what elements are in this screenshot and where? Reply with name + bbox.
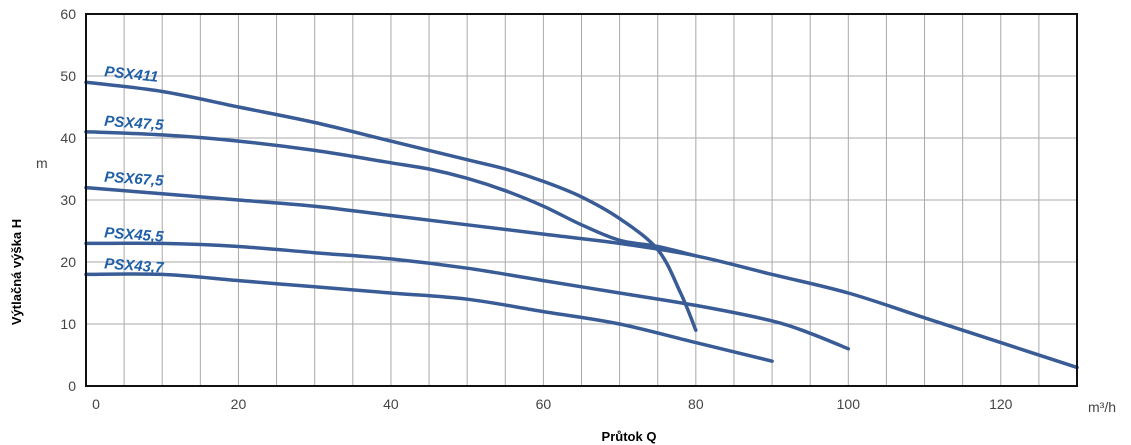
x-tick-label: 60 xyxy=(536,396,552,412)
x-tick-label: 120 xyxy=(989,396,1013,412)
y-tick-label: 50 xyxy=(60,68,76,84)
y-tick-label: 20 xyxy=(60,254,76,270)
series-label: PSX411 xyxy=(104,63,159,86)
y-tick-label: 40 xyxy=(60,130,76,146)
y-tick-label: 0 xyxy=(68,378,76,394)
x-tick-label: 0 xyxy=(92,396,100,412)
y-axis-title: Výtlačná výška H xyxy=(9,219,24,325)
x-tick-label: 80 xyxy=(688,396,704,412)
series-label: PSX67,5 xyxy=(104,169,165,190)
curves xyxy=(84,80,1079,370)
y-tick-label: 60 xyxy=(60,6,76,22)
series-line xyxy=(84,185,1079,370)
series-label: PSX45,5 xyxy=(104,224,165,245)
series-line xyxy=(84,130,698,258)
y-unit-label: m xyxy=(36,155,48,171)
plot-frame xyxy=(85,13,1078,387)
series-label: PSX47,5 xyxy=(104,113,165,134)
series-labels: PSX411 PSX47,5 PSX67,5 PSX45,5 PSX43,7 xyxy=(104,63,165,276)
x-tick-label: 100 xyxy=(837,396,861,412)
tick-labels: 0 20 40 60 80 100 120 0 10 20 30 40 50 60 xyxy=(60,6,1012,412)
y-tick-label: 10 xyxy=(60,316,76,332)
x-tick-label: 20 xyxy=(231,396,247,412)
y-tick-label: 30 xyxy=(60,192,76,208)
series-label: PSX43,7 xyxy=(104,255,165,276)
x-axis-title: Průtok Q xyxy=(602,429,657,444)
series-line xyxy=(84,241,851,351)
x-tick-label: 40 xyxy=(383,396,399,412)
series-line xyxy=(84,272,774,363)
x-unit-label: m³/h xyxy=(1088,399,1116,415)
